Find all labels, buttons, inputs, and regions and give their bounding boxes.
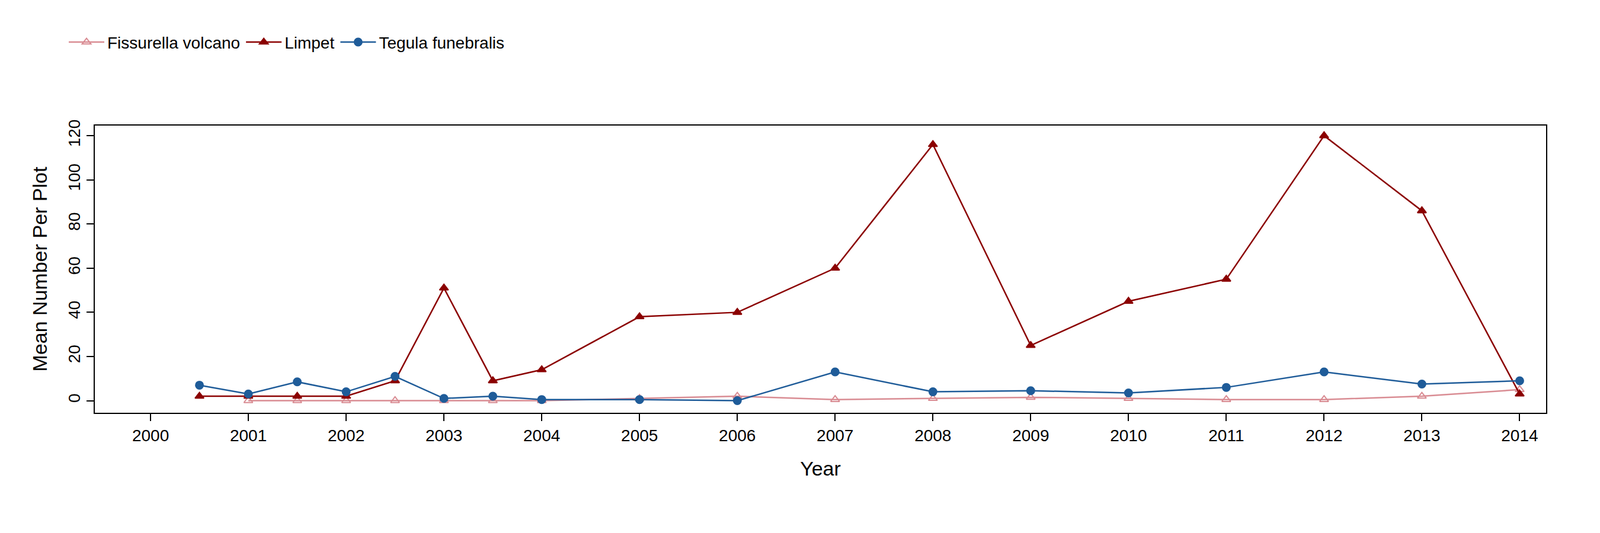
svg-text:2010: 2010: [1109, 426, 1147, 446]
svg-text:2006: 2006: [718, 426, 756, 446]
svg-text:Tegula funebralis: Tegula funebralis: [378, 33, 505, 53]
svg-text:2012: 2012: [1305, 426, 1343, 446]
svg-text:40: 40: [65, 301, 84, 320]
svg-text:60: 60: [65, 256, 84, 275]
svg-text:2008: 2008: [914, 426, 952, 446]
svg-text:2005: 2005: [621, 426, 658, 446]
svg-text:Mean Number Per Plot: Mean Number Per Plot: [28, 166, 51, 372]
svg-text:100: 100: [65, 163, 84, 192]
svg-text:Limpet: Limpet: [284, 33, 335, 53]
svg-text:2003: 2003: [425, 426, 463, 446]
svg-text:20: 20: [65, 344, 84, 364]
svg-text:2001: 2001: [229, 426, 267, 446]
svg-text:2000: 2000: [132, 426, 169, 446]
svg-text:80: 80: [65, 212, 84, 231]
svg-text:Fissurella volcano: Fissurella volcano: [107, 33, 240, 53]
svg-text:0: 0: [65, 394, 84, 404]
svg-text:2002: 2002: [327, 426, 365, 446]
svg-text:2007: 2007: [816, 426, 854, 446]
svg-text:2009: 2009: [1012, 426, 1049, 446]
svg-text:2004: 2004: [523, 426, 560, 446]
svg-text:2014: 2014: [1501, 426, 1538, 446]
svg-text:Year: Year: [800, 457, 841, 480]
svg-text:2011: 2011: [1208, 426, 1244, 446]
svg-text:120: 120: [65, 119, 84, 148]
svg-text:2013: 2013: [1403, 426, 1440, 446]
